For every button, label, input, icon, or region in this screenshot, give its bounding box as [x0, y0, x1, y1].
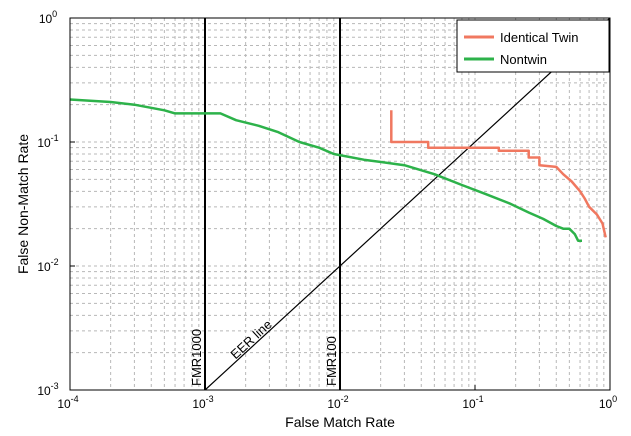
- series-layer: [69, 98, 607, 242]
- y-tick-label: 10-2: [37, 257, 58, 274]
- x-tick-label: 10-3: [192, 394, 213, 411]
- legend-label-nontwin: Nontwin: [500, 52, 547, 67]
- x-tick-label: 100: [599, 394, 617, 411]
- ref-line-eer-line: [204, 17, 611, 391]
- y-tick-label: 10-1: [37, 133, 58, 150]
- x-tick-label: 10-2: [327, 394, 348, 411]
- legend: Identical Twin Nontwin: [456, 19, 610, 73]
- x-tick-label: 10-4: [57, 394, 78, 411]
- legend-label-identical-twin: Identical Twin: [500, 30, 579, 45]
- ref-label-fmr1000: FMR1000: [189, 329, 204, 386]
- x-tick-label: 10-1: [462, 394, 483, 411]
- x-axis-label: False Match Rate: [285, 414, 395, 430]
- y-tick-label: 100: [39, 9, 57, 26]
- series-line-identical-twin: [390, 110, 607, 238]
- y-axis-label: False Non-Match Rate: [15, 134, 31, 274]
- y-tick-label: 10-3: [37, 381, 58, 398]
- legend-box: [456, 19, 610, 73]
- ref-label-fmr100: FMR100: [324, 336, 339, 386]
- series-line-nontwin: [69, 98, 582, 242]
